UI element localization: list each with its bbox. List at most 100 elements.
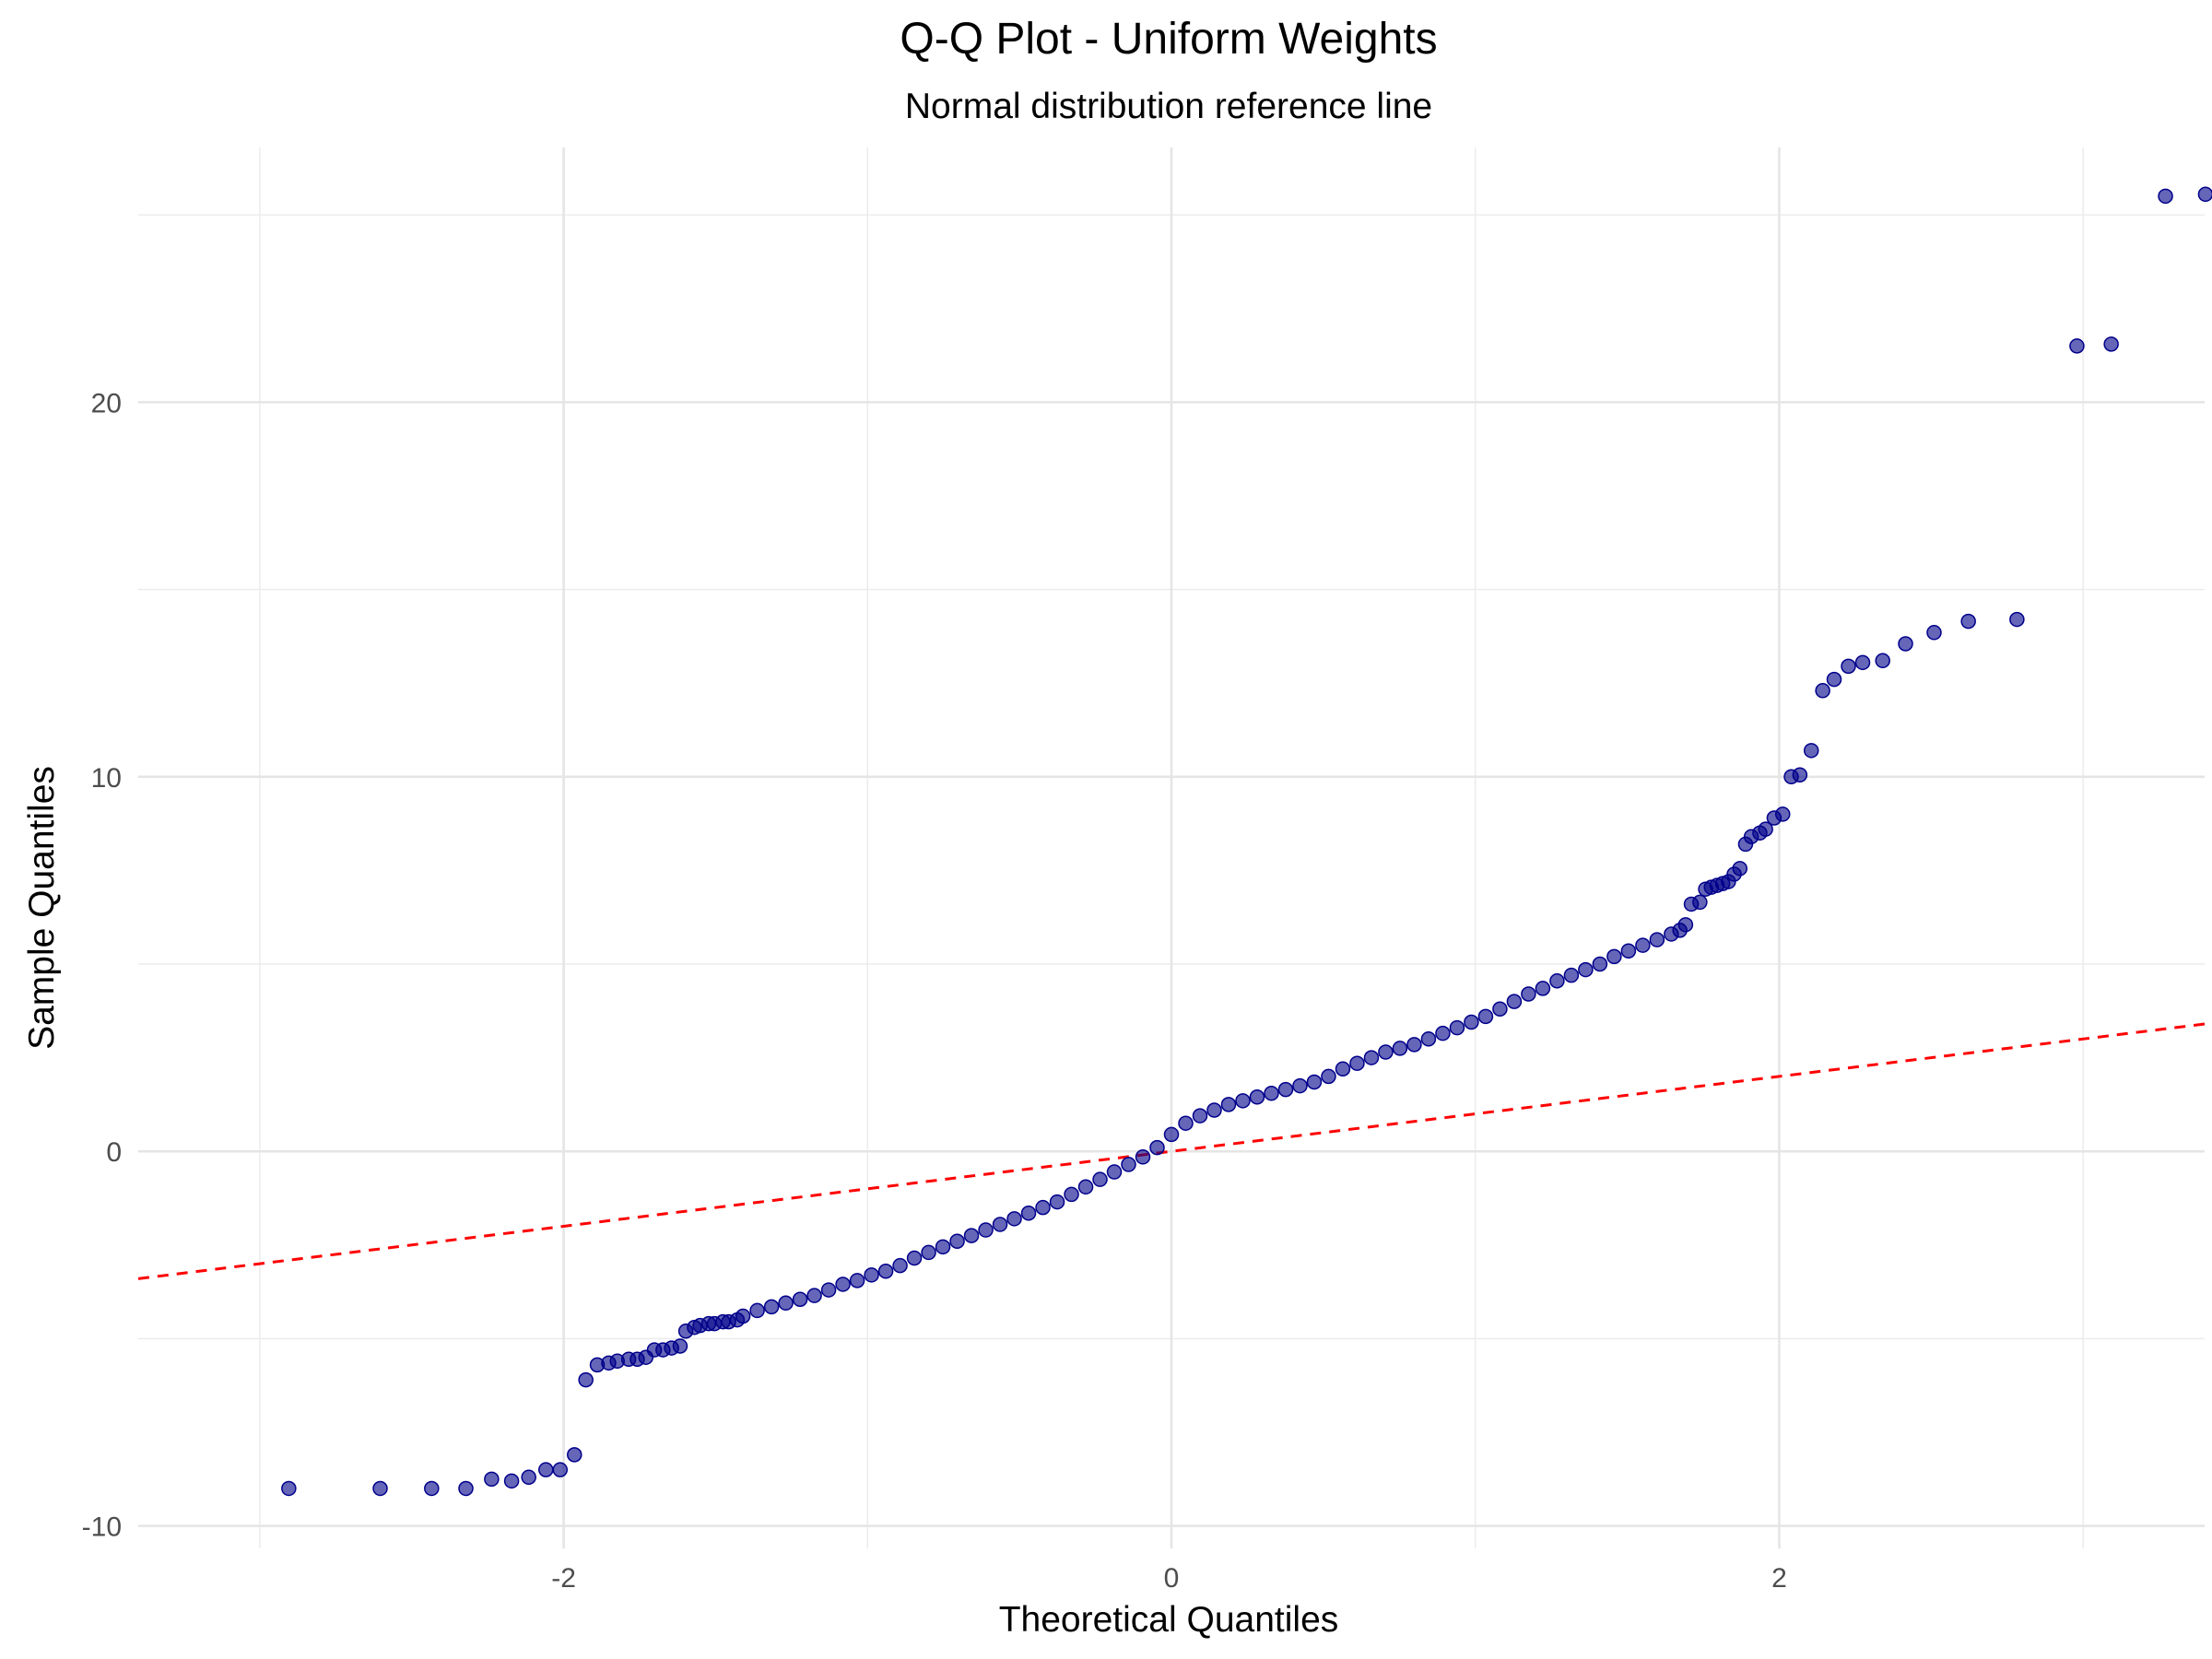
x-tick-label: 2 bbox=[1771, 1563, 1787, 1594]
data-point bbox=[552, 1462, 569, 1477]
data-point bbox=[1449, 1019, 1465, 1036]
data-point bbox=[1277, 1081, 1294, 1098]
y-tick-label: -10 bbox=[82, 1512, 122, 1543]
data-point bbox=[1732, 861, 1747, 877]
data-point bbox=[578, 1371, 594, 1388]
data-point bbox=[835, 1277, 851, 1292]
data-point bbox=[1506, 994, 1523, 1009]
data-point bbox=[1692, 894, 1708, 911]
data-point bbox=[538, 1462, 554, 1477]
data-point bbox=[1549, 973, 1565, 989]
data-point bbox=[1492, 1001, 1508, 1018]
data-point bbox=[877, 1264, 894, 1279]
data-point bbox=[1006, 1211, 1022, 1227]
data-point bbox=[1349, 1055, 1365, 1071]
data-point bbox=[521, 1469, 536, 1486]
major-gridlines bbox=[138, 147, 2205, 1548]
data-point bbox=[1477, 1008, 1494, 1025]
data-point bbox=[1649, 932, 1665, 947]
data-point bbox=[921, 1244, 936, 1261]
x-axis-tick-labels: -2 0 2 bbox=[551, 1563, 1787, 1594]
x-axis-label: Theoretical Quantiles bbox=[999, 1600, 1339, 1640]
data-point bbox=[1803, 743, 1819, 759]
data-point bbox=[1535, 981, 1551, 996]
x-tick-label: 0 bbox=[1164, 1563, 1180, 1594]
data-point bbox=[1135, 1149, 1151, 1165]
data-point bbox=[1578, 961, 1594, 978]
data-point bbox=[1149, 1139, 1165, 1156]
data-point bbox=[1321, 1068, 1336, 1085]
data-point bbox=[1464, 1014, 1479, 1030]
data-point bbox=[672, 1338, 688, 1354]
data-point bbox=[1826, 671, 1842, 688]
data-point bbox=[963, 1228, 980, 1243]
data-point bbox=[1406, 1037, 1422, 1053]
data-point bbox=[1249, 1089, 1265, 1105]
data-point bbox=[372, 1480, 388, 1497]
data-point bbox=[567, 1447, 582, 1463]
data-point bbox=[1163, 1126, 1180, 1143]
data-point bbox=[1841, 658, 1856, 675]
data-point bbox=[1792, 767, 1808, 782]
chart-subtitle: Normal distribution reference line bbox=[905, 87, 1432, 126]
data-point bbox=[792, 1291, 808, 1307]
data-point bbox=[1206, 1102, 1222, 1118]
data-point bbox=[1035, 1199, 1051, 1216]
data-point bbox=[1306, 1074, 1323, 1090]
data-point bbox=[1898, 636, 1913, 652]
data-point bbox=[2009, 611, 2025, 628]
data-point bbox=[778, 1295, 794, 1312]
data-point bbox=[849, 1273, 865, 1288]
data-point bbox=[503, 1473, 520, 1489]
data-point bbox=[281, 1480, 297, 1497]
data-point bbox=[935, 1239, 951, 1255]
data-point bbox=[1960, 613, 1976, 629]
data-point bbox=[1178, 1115, 1194, 1131]
data-point bbox=[1121, 1157, 1136, 1172]
data-point bbox=[1563, 967, 1580, 983]
data-point bbox=[735, 1308, 751, 1324]
data-point bbox=[1392, 1041, 1408, 1056]
data-point bbox=[906, 1250, 923, 1266]
data-point bbox=[1592, 956, 1608, 972]
data-point bbox=[1420, 1031, 1437, 1047]
data-point bbox=[864, 1267, 879, 1283]
data-point bbox=[1854, 654, 1871, 671]
y-axis-label: Sample Quantiles bbox=[22, 766, 62, 1050]
y-tick-label: 10 bbox=[91, 763, 122, 794]
x-tick-label: -2 bbox=[551, 1563, 576, 1594]
data-points bbox=[281, 186, 2212, 1497]
data-point bbox=[892, 1257, 908, 1274]
data-point bbox=[1020, 1206, 1037, 1221]
y-tick-label: 0 bbox=[106, 1137, 122, 1168]
data-point bbox=[2069, 338, 2085, 354]
data-point bbox=[2103, 336, 2119, 352]
data-point bbox=[1049, 1194, 1065, 1210]
data-point bbox=[1774, 806, 1791, 822]
chart-title: Q-Q Plot - Uniform Weights bbox=[900, 15, 1437, 64]
data-point bbox=[763, 1299, 780, 1315]
data-point bbox=[1435, 1025, 1451, 1041]
data-point bbox=[1635, 937, 1651, 953]
data-point bbox=[749, 1302, 765, 1319]
data-point bbox=[1606, 948, 1622, 965]
data-point bbox=[458, 1480, 474, 1497]
data-point bbox=[1192, 1108, 1208, 1124]
data-point bbox=[1106, 1164, 1123, 1180]
data-point bbox=[1077, 1179, 1094, 1195]
data-point bbox=[484, 1471, 500, 1488]
data-point bbox=[1092, 1171, 1108, 1187]
data-point bbox=[424, 1480, 440, 1497]
data-point bbox=[992, 1217, 1008, 1232]
data-point bbox=[1292, 1077, 1308, 1094]
data-point bbox=[1815, 683, 1830, 699]
data-point bbox=[1064, 1186, 1079, 1203]
data-point bbox=[1620, 943, 1637, 959]
data-point bbox=[1758, 821, 1773, 837]
data-point bbox=[1264, 1085, 1279, 1101]
y-tick-label: 20 bbox=[91, 388, 122, 418]
data-point bbox=[949, 1233, 965, 1249]
data-point bbox=[1363, 1050, 1380, 1065]
